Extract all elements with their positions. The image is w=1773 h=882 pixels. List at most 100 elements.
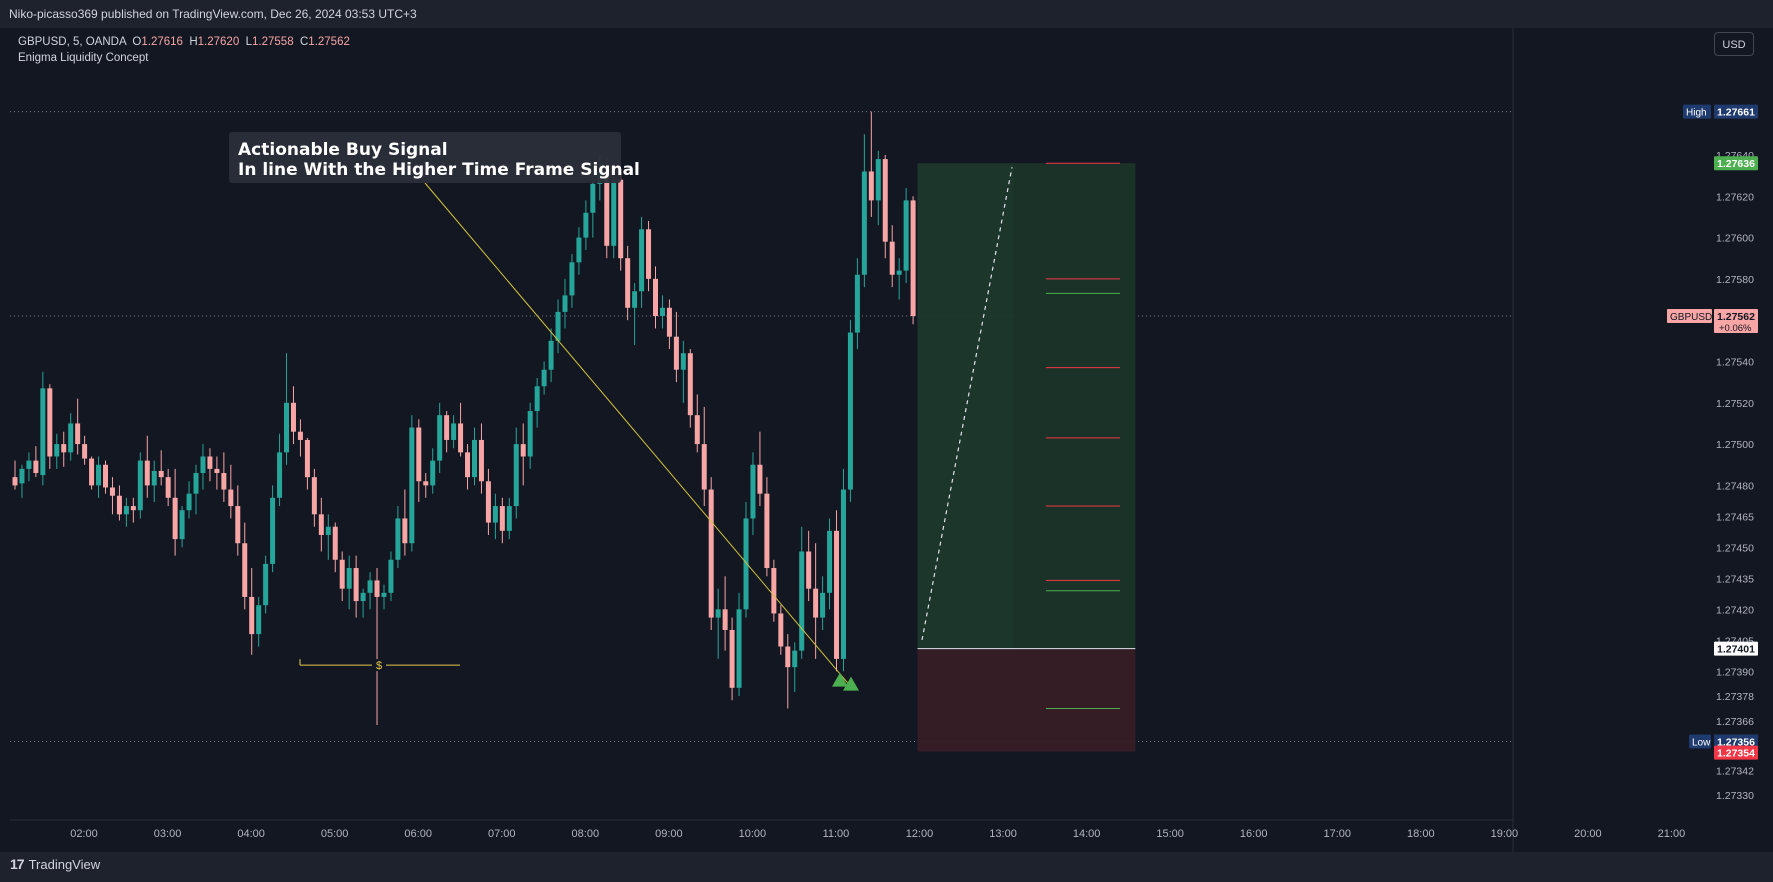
candle-106 xyxy=(750,452,756,535)
candle-body xyxy=(806,551,812,589)
price-tick-3: 1.27580 xyxy=(1716,274,1754,286)
candle-91 xyxy=(646,221,652,292)
candle-17 xyxy=(130,497,136,523)
candle-0 xyxy=(12,460,18,490)
candle-129 xyxy=(910,196,916,325)
candle-body xyxy=(186,493,192,511)
candle-body xyxy=(527,411,533,457)
candle-body xyxy=(437,415,443,461)
entry-price-tag-bg xyxy=(1714,641,1758,656)
candle-7 xyxy=(61,431,67,467)
time-tick-9: 11:00 xyxy=(823,828,850,840)
candle-body xyxy=(715,609,721,618)
candle-54 xyxy=(388,551,394,602)
chart-grid xyxy=(10,28,1514,852)
candle-body xyxy=(103,464,109,488)
candle-body xyxy=(263,563,269,606)
time-tick-0: 02:00 xyxy=(70,828,98,840)
candle-53 xyxy=(381,584,387,610)
candle-97 xyxy=(687,349,693,428)
candle-body xyxy=(242,543,248,597)
candle-94 xyxy=(666,299,672,350)
candle-8 xyxy=(68,413,74,461)
publish-line: Niko-picasso369 published on TradingView… xyxy=(9,7,417,21)
candle-122 xyxy=(861,134,867,288)
candle-27 xyxy=(200,444,206,490)
candle-3 xyxy=(33,446,39,478)
price-tick-1: 1.27620 xyxy=(1716,191,1754,203)
candle-101 xyxy=(715,588,721,659)
candle-26 xyxy=(193,464,199,515)
candle-body xyxy=(151,470,157,486)
candle-63 xyxy=(451,415,457,449)
candle-30 xyxy=(221,452,227,502)
candle-76 xyxy=(541,361,547,395)
candle-body xyxy=(569,262,575,296)
candle-111 xyxy=(785,634,791,709)
publish-header: Niko-picasso369 published on TradingView… xyxy=(0,0,1773,28)
candle-18 xyxy=(137,452,143,519)
open-label: O xyxy=(132,36,142,48)
time-tick-2: 04:00 xyxy=(237,828,265,840)
candle-body xyxy=(868,171,874,201)
annotation-line1: Actionable Buy Signal xyxy=(238,140,448,160)
candle-body xyxy=(506,506,512,531)
candle-body xyxy=(820,592,826,618)
candle-body xyxy=(555,311,561,341)
candle-25 xyxy=(186,481,192,519)
position-zones xyxy=(917,163,1136,752)
candle-body xyxy=(666,307,672,337)
candle-body xyxy=(374,580,380,597)
candle-body xyxy=(54,444,60,457)
high-price-tag-bg xyxy=(1714,104,1758,119)
candle-body xyxy=(367,580,373,593)
price-tick-7: 1.27480 xyxy=(1716,480,1754,492)
stop-price-tag-value: 1.27354 xyxy=(1717,748,1755,760)
candle-119 xyxy=(840,468,846,672)
candle-body xyxy=(290,402,296,432)
candle-102 xyxy=(722,576,728,651)
candle-body xyxy=(200,456,206,474)
candle-body xyxy=(277,452,283,498)
time-tick-11: 13:00 xyxy=(989,828,1017,840)
candle-body xyxy=(813,588,819,618)
annotation-line xyxy=(424,182,851,687)
candle-body xyxy=(583,212,589,238)
price-axis: 1.276401.276201.276001.275801.275401.275… xyxy=(1514,28,1773,820)
candle-body xyxy=(799,551,805,651)
target-zone-shade xyxy=(1013,163,1136,649)
candle-body xyxy=(75,423,81,445)
candle-80 xyxy=(569,254,575,308)
candle-20 xyxy=(151,460,157,502)
candle-body xyxy=(882,159,888,242)
candle-body xyxy=(228,489,234,507)
candle-115 xyxy=(813,543,819,659)
candle-15 xyxy=(116,485,122,521)
indicator-name[interactable]: Enigma Liquidity Concept xyxy=(18,52,149,64)
candle-45 xyxy=(325,514,331,560)
stop-price-tag: 1.27354 xyxy=(1714,745,1758,760)
candle-13 xyxy=(103,460,109,494)
candle-body xyxy=(360,592,366,602)
candle-body xyxy=(840,489,846,659)
candle-body xyxy=(632,291,638,308)
candle-body xyxy=(353,568,359,602)
candle-body xyxy=(235,506,241,544)
candle-14 xyxy=(109,477,115,515)
candle-35 xyxy=(256,596,262,647)
candle-118 xyxy=(834,510,840,672)
candle-38 xyxy=(277,433,283,507)
candle-body xyxy=(875,159,881,201)
footer-bar xyxy=(0,852,1773,882)
candle-6 xyxy=(54,433,60,469)
currency-button[interactable]: USD xyxy=(1714,32,1754,56)
candle-22 xyxy=(165,468,171,507)
candle-body xyxy=(680,353,686,370)
open-value: 1.27616 xyxy=(141,36,183,48)
candle-109 xyxy=(771,559,777,622)
candle-body xyxy=(123,506,129,515)
high-price-tag: 1.27661 xyxy=(1714,104,1758,119)
candle-55 xyxy=(395,506,401,569)
high-label: H xyxy=(189,36,198,48)
